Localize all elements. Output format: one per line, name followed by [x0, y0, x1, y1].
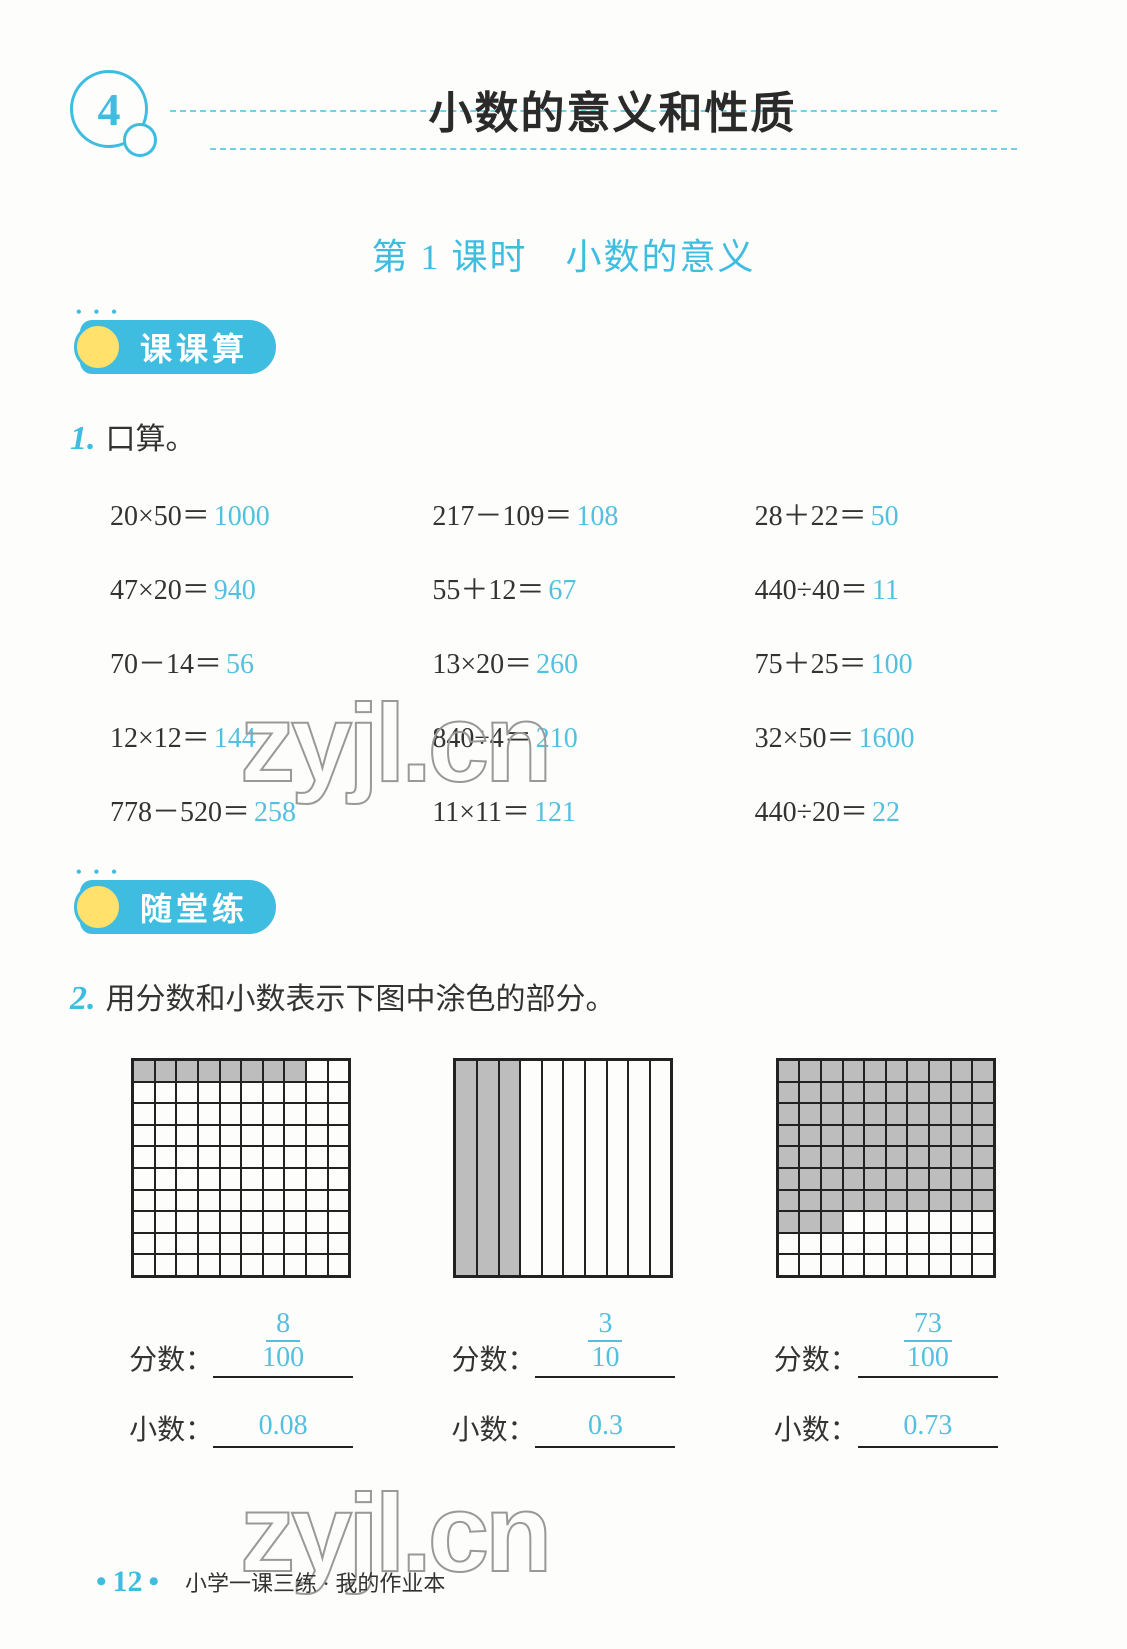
- answer-blank: 0.08: [213, 1410, 353, 1448]
- grid-figure: [101, 1058, 381, 1278]
- clock-icon: [74, 883, 122, 931]
- equation: 32×50＝1600: [755, 716, 1057, 756]
- equation: 13×20＝260: [432, 642, 734, 682]
- hundred-grid: [776, 1058, 996, 1278]
- answer: 56: [226, 649, 254, 681]
- answer: 144: [214, 723, 256, 755]
- expression: 55＋12＝: [432, 568, 544, 608]
- section-label: 随堂练: [140, 884, 248, 930]
- expression: 13×20＝: [432, 642, 532, 682]
- chapter-number-badge: 4: [70, 70, 148, 148]
- fraction-answer: 分数：73100: [746, 1308, 1026, 1378]
- answer: 258: [254, 797, 296, 829]
- lesson-subtitle: 第 1 课时 小数的意义: [70, 228, 1057, 280]
- problem-number: 2.: [70, 980, 96, 1017]
- section-label: 课课算: [140, 324, 248, 370]
- equation: 217－109＝108: [432, 494, 734, 534]
- expression: 12×12＝: [110, 716, 210, 756]
- equation: 778－520＝258: [110, 790, 412, 830]
- expression: 440÷40＝: [755, 568, 868, 608]
- answer-blank: 73100: [858, 1308, 998, 1378]
- label: 小数：: [774, 1408, 858, 1448]
- equation: 440÷20＝22: [755, 790, 1057, 830]
- answer: 210: [536, 723, 578, 755]
- grids-row: [100, 1058, 1027, 1278]
- decimal-answer-row: 小数：0.08小数：0.3小数：0.73: [100, 1408, 1027, 1448]
- answer: 1600: [858, 723, 914, 755]
- expression: 32×50＝: [755, 716, 855, 756]
- answer: 940: [214, 575, 256, 607]
- equation: 12×12＝144: [110, 716, 412, 756]
- fraction-answer: 分数：310: [423, 1308, 703, 1378]
- problem-text: 口算。: [106, 423, 196, 456]
- decimal-answer: 小数：0.08: [101, 1408, 381, 1448]
- decimal-answer: 小数：0.3: [423, 1408, 703, 1448]
- expression: 20×50＝: [110, 494, 210, 534]
- answer: 260: [536, 649, 578, 681]
- answer: 50: [871, 501, 899, 533]
- ten-grid: [453, 1058, 673, 1278]
- dots-icon: • • •: [76, 864, 121, 882]
- equation: 840÷4＝210: [432, 716, 734, 756]
- label: 分数：: [774, 1338, 858, 1378]
- decimal-answer: 小数：0.73: [746, 1408, 1026, 1448]
- equation: 440÷40＝11: [755, 568, 1057, 608]
- label: 分数：: [129, 1338, 213, 1378]
- equation: 55＋12＝67: [432, 568, 734, 608]
- expression: 47×20＝: [110, 568, 210, 608]
- expression: 840÷4＝: [432, 716, 531, 756]
- answer-blank: 8100: [213, 1308, 353, 1378]
- page-number: 12: [90, 1565, 165, 1599]
- answer-blank: 0.3: [535, 1410, 675, 1448]
- answer-blank: 0.73: [858, 1410, 998, 1448]
- clock-icon: [74, 323, 122, 371]
- equation: 20×50＝1000: [110, 494, 412, 534]
- expression: 778－520＝: [110, 790, 250, 830]
- label: 小数：: [451, 1408, 535, 1448]
- expression: 75＋25＝: [755, 642, 867, 682]
- section-pill-1: • • • 课课算: [80, 320, 276, 374]
- answer: 100: [871, 649, 913, 681]
- answer: 11: [872, 575, 899, 607]
- dots-icon: • • •: [76, 304, 121, 322]
- equation: 70－14＝56: [110, 642, 412, 682]
- equation: 28＋22＝50: [755, 494, 1057, 534]
- expression: 440÷20＝: [755, 790, 868, 830]
- expression: 70－14＝: [110, 642, 222, 682]
- problem-text: 用分数和小数表示下图中涂色的部分。: [106, 983, 616, 1016]
- dash-line-bottom: [210, 148, 1017, 150]
- chapter-number: 4: [98, 83, 121, 136]
- chapter-header: 4 小数的意义和性质: [70, 70, 1057, 148]
- problem-2: 2. 用分数和小数表示下图中涂色的部分。 分数：8100分数：310分数：731…: [70, 974, 1057, 1448]
- fraction-answer: 分数：8100: [101, 1308, 381, 1378]
- label: 分数：: [451, 1338, 535, 1378]
- footer-text: 小学一课三练 · 我的作业本: [185, 1566, 445, 1598]
- equation: 75＋25＝100: [755, 642, 1057, 682]
- section-pill-2: • • • 随堂练: [80, 880, 276, 934]
- equation: 47×20＝940: [110, 568, 412, 608]
- fraction-answer-row: 分数：8100分数：310分数：73100: [100, 1308, 1027, 1378]
- answer: 1000: [214, 501, 270, 533]
- answer: 121: [534, 797, 576, 829]
- label: 小数：: [129, 1408, 213, 1448]
- expression: 11×11＝: [432, 790, 530, 830]
- answer: 108: [576, 501, 618, 533]
- hundred-grid: [131, 1058, 351, 1278]
- grid-figure: [423, 1058, 703, 1278]
- expression: 217－109＝: [432, 494, 572, 534]
- problem-1: 1. 口算。 20×50＝1000 217－109＝108 28＋22＝50 47×2…: [70, 414, 1057, 830]
- expression: 28＋22＝: [755, 494, 867, 534]
- chapter-title: 小数的意义和性质: [168, 77, 1057, 141]
- page-footer: 12 小学一课三练 · 我的作业本: [90, 1565, 445, 1599]
- answer: 22: [872, 797, 900, 829]
- calc-grid: 20×50＝1000 217－109＝108 28＋22＝50 47×20＝940 55…: [110, 494, 1057, 830]
- grid-figure: [746, 1058, 1026, 1278]
- answer-blank: 310: [535, 1308, 675, 1378]
- equation: 11×11＝121: [432, 790, 734, 830]
- problem-number: 1.: [70, 420, 96, 457]
- answer: 67: [548, 575, 576, 607]
